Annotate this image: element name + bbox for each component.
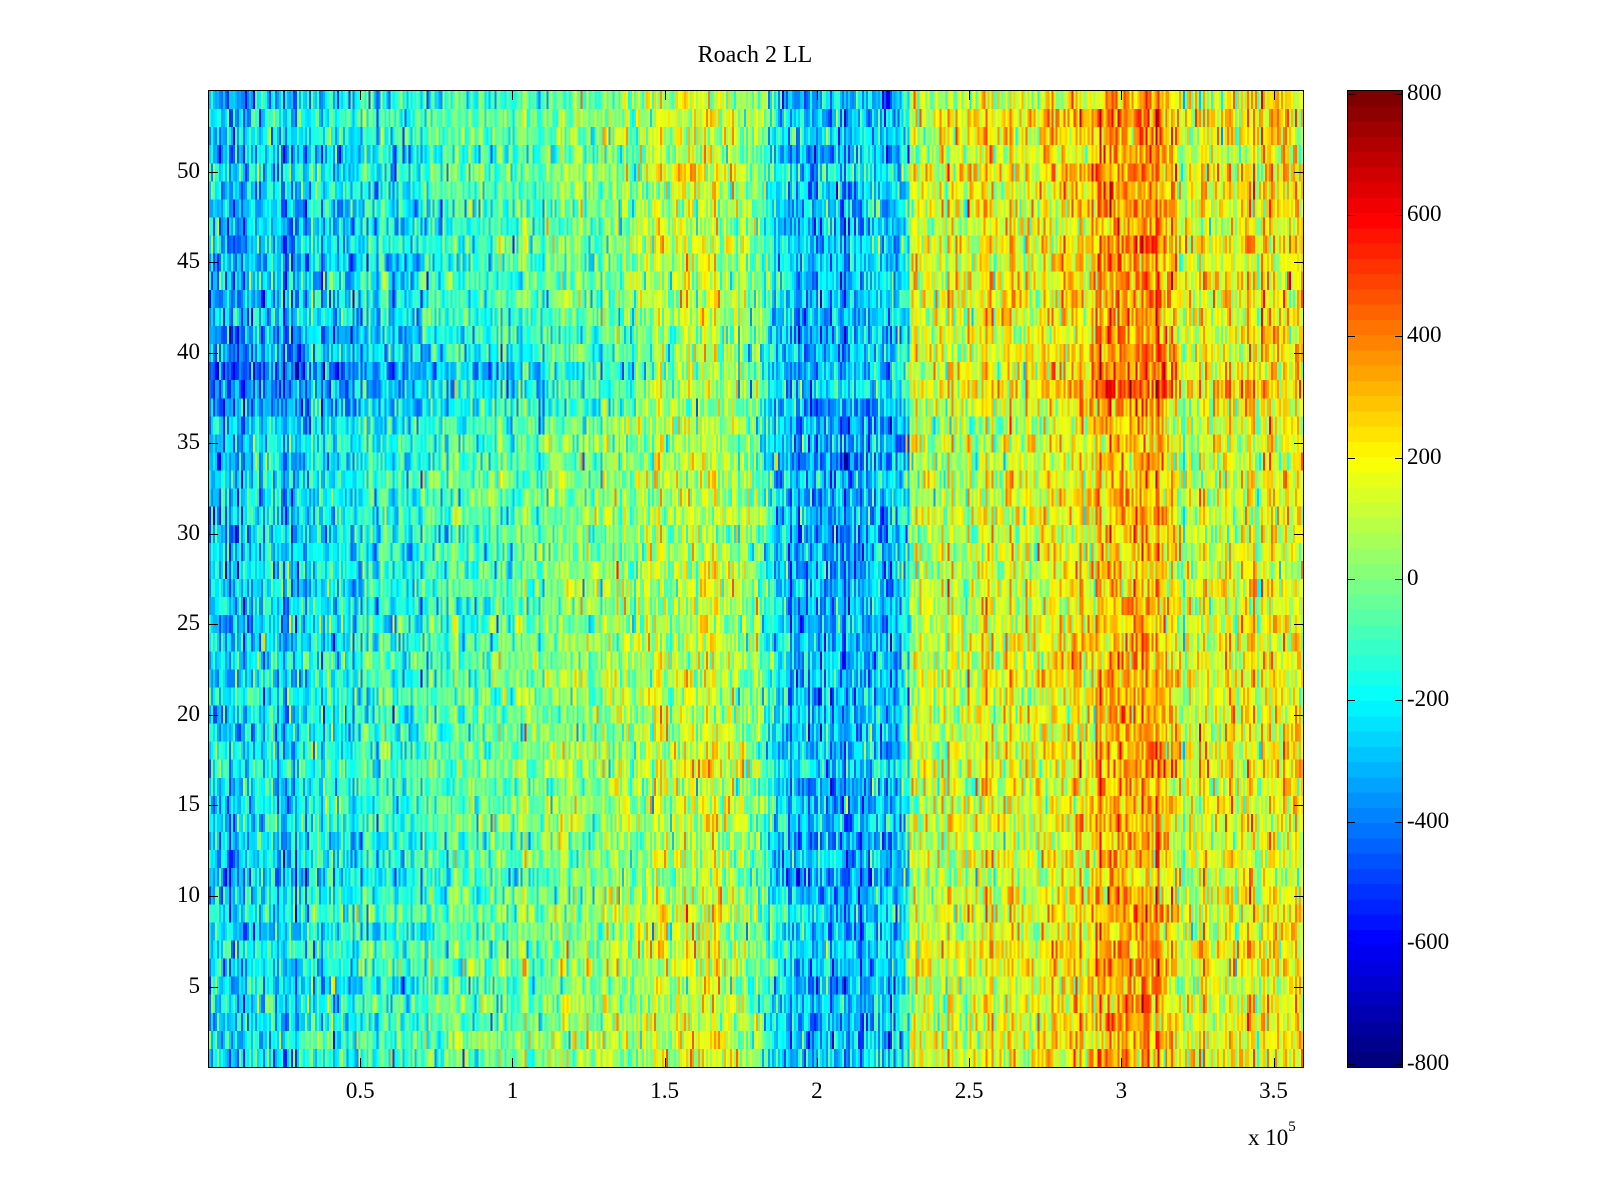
x-multiplier-exponent: 5 bbox=[1288, 1119, 1296, 1135]
y-tick-mark-right bbox=[1294, 443, 1304, 445]
y-tick-mark-right bbox=[1294, 262, 1304, 264]
colorbar-tick-mark-right bbox=[1395, 336, 1403, 338]
x-axis-multiplier: x 105 bbox=[1248, 1119, 1296, 1151]
y-tick-label: 10 bbox=[177, 881, 200, 907]
colorbar-tick-label: -800 bbox=[1407, 1050, 1450, 1076]
x-tick-mark-top bbox=[969, 90, 971, 100]
colorbar-tick-mark bbox=[1347, 93, 1355, 95]
colorbar-tick-mark-right bbox=[1395, 579, 1403, 580]
y-tick-label: 40 bbox=[177, 338, 200, 364]
y-tick-label: 20 bbox=[177, 700, 200, 726]
x-tick-label: 3 bbox=[1115, 1078, 1128, 1103]
colorbar-tick-mark bbox=[1347, 214, 1355, 216]
y-tick-label: 30 bbox=[177, 519, 200, 545]
y-tick-mark-right bbox=[1294, 533, 1304, 535]
x-tick-mark bbox=[816, 1058, 818, 1068]
colorbar-tick-label: 400 bbox=[1407, 322, 1442, 348]
y-tick-mark bbox=[208, 443, 218, 445]
y-tick-mark bbox=[208, 895, 218, 897]
colorbar-tick-mark bbox=[1347, 1064, 1355, 1066]
colorbar-tick-mark bbox=[1347, 336, 1355, 338]
colorbar-tick-label: -200 bbox=[1407, 686, 1450, 712]
y-tick-mark-right bbox=[1294, 171, 1304, 173]
colorbar-tick-label: -400 bbox=[1407, 807, 1450, 833]
plot-area bbox=[208, 90, 1304, 1068]
x-tick-mark bbox=[664, 1058, 666, 1068]
colorbar-tick-mark-right bbox=[1395, 1064, 1403, 1066]
x-tick-mark-top bbox=[360, 90, 362, 100]
y-tick-label: 25 bbox=[177, 610, 200, 636]
y-tick-label: 35 bbox=[177, 429, 200, 455]
x-tick-mark-top bbox=[816, 90, 818, 100]
x-tick-label: 1.5 bbox=[650, 1078, 680, 1103]
colorbar-tick-mark-right bbox=[1395, 821, 1403, 823]
colorbar-tick-mark-right bbox=[1395, 457, 1403, 459]
x-tick-mark-top bbox=[1121, 90, 1123, 100]
y-tick-label: 5 bbox=[188, 972, 201, 998]
colorbar-tick-label: 0 bbox=[1407, 565, 1419, 590]
colorbar-tick-mark-right bbox=[1395, 93, 1403, 95]
colorbar-tick-mark-right bbox=[1395, 943, 1403, 945]
colorbar-tick-mark bbox=[1347, 943, 1355, 945]
colorbar-tick-label: 200 bbox=[1407, 443, 1442, 469]
x-tick-label: 2.5 bbox=[954, 1078, 984, 1103]
y-tick-mark-right bbox=[1294, 624, 1304, 626]
y-tick-mark-right bbox=[1294, 986, 1304, 988]
colorbar-tick-mark bbox=[1347, 700, 1355, 702]
y-tick-mark-right bbox=[1294, 352, 1304, 354]
x-tick-label: 0.5 bbox=[345, 1078, 375, 1103]
colorbar-tick-label: 800 bbox=[1407, 79, 1442, 105]
colorbar-tick-label: -600 bbox=[1407, 929, 1450, 955]
heatmap-cells bbox=[209, 91, 1303, 1067]
chart-title: Roach 2 LL bbox=[697, 42, 813, 68]
x-tick-mark bbox=[1121, 1058, 1123, 1068]
y-tick-mark-right bbox=[1294, 805, 1304, 807]
x-multiplier-base: x 10 bbox=[1248, 1125, 1289, 1150]
x-tick-mark-top bbox=[512, 90, 514, 100]
x-tick-mark-top bbox=[664, 90, 666, 100]
y-tick-mark bbox=[208, 714, 218, 716]
x-tick-label: 3.5 bbox=[1259, 1078, 1288, 1103]
colorbar-tick-mark-right bbox=[1395, 214, 1403, 216]
colorbar-tick-mark bbox=[1347, 821, 1355, 823]
y-tick-mark bbox=[208, 986, 218, 988]
colorbar-tick-mark-right bbox=[1395, 700, 1403, 702]
y-tick-label: 15 bbox=[177, 791, 200, 817]
colorbar-tick-mark bbox=[1347, 579, 1355, 580]
x-tick-mark bbox=[1273, 1058, 1275, 1068]
y-tick-mark bbox=[208, 624, 218, 626]
y-tick-label: 45 bbox=[177, 248, 200, 274]
y-tick-mark bbox=[208, 533, 218, 535]
colorbar-tick-mark bbox=[1347, 457, 1355, 459]
y-tick-label: 50 bbox=[177, 157, 200, 183]
x-tick-label: 2 bbox=[811, 1078, 823, 1103]
y-tick-mark bbox=[208, 805, 218, 807]
y-tick-mark-right bbox=[1294, 714, 1304, 716]
x-tick-mark bbox=[512, 1058, 514, 1068]
x-tick-label: 1 bbox=[506, 1078, 519, 1103]
colorbar-gradient bbox=[1348, 91, 1402, 1067]
y-tick-mark-right bbox=[1294, 895, 1304, 897]
y-tick-mark bbox=[208, 171, 218, 173]
x-tick-mark bbox=[969, 1058, 971, 1068]
y-tick-mark bbox=[208, 352, 218, 354]
x-tick-mark-top bbox=[1273, 90, 1275, 100]
y-tick-mark bbox=[208, 262, 218, 264]
colorbar-tick-label: 600 bbox=[1407, 200, 1442, 226]
x-tick-mark bbox=[360, 1058, 362, 1068]
